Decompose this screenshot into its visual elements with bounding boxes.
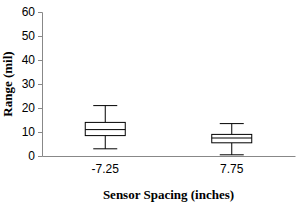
y-tick: 30 [22, 77, 42, 91]
min-cap [220, 154, 244, 155]
y-tick-label: 10 [22, 125, 36, 139]
upper-whisker [105, 106, 106, 123]
box [212, 124, 252, 155]
y-tick: 50 [22, 29, 42, 43]
box-body [212, 134, 252, 142]
y-tick-mark [38, 12, 42, 13]
x-axis-line [43, 156, 296, 157]
y-tick-label: 50 [22, 29, 36, 43]
y-tick-label: 30 [22, 77, 36, 91]
y-tick-mark [38, 60, 42, 61]
y-tick-label: 20 [22, 101, 36, 115]
boxes [85, 106, 252, 155]
x-axis: -7.25 7.75 [43, 156, 296, 176]
x-tick-label: 7.75 [220, 162, 244, 176]
y-tick: 10 [22, 125, 42, 139]
y-tick-mark [38, 156, 42, 157]
y-tick-mark [38, 132, 42, 133]
y-axis: 0 10 20 30 40 50 60 [22, 5, 43, 163]
y-tick-mark [38, 36, 42, 37]
y-axis-line [38, 13, 43, 157]
max-cap [220, 123, 244, 124]
upper-whisker [231, 124, 232, 135]
chart-svg: 0 10 20 30 40 50 60 -7.25 7.75 Sensor Spacing (in… [0, 0, 305, 205]
y-tick-mark [38, 108, 42, 109]
y-tick: 60 [22, 5, 42, 19]
y-tick: 20 [22, 101, 42, 115]
y-tick-mark [38, 84, 42, 85]
plot-area: 0 10 20 30 40 50 60 -7.25 7.75 [22, 5, 296, 175]
lower-whisker [231, 143, 232, 155]
chart-container: 0 10 20 30 40 50 60 -7.25 7.75 Sensor Spacing (in… [0, 0, 305, 205]
x-axis-title: Sensor Spacing (inches) [103, 187, 234, 202]
min-cap [93, 148, 117, 149]
x-tick: -7.25 [92, 156, 120, 176]
x-tick-label: -7.25 [92, 162, 120, 176]
y-tick: 0 [28, 149, 42, 163]
max-cap [93, 105, 117, 106]
y-axis-title: Range (mil) [0, 51, 15, 116]
y-tick-label: 0 [28, 149, 35, 163]
y-tick-label: 40 [22, 53, 36, 67]
median-line [212, 138, 252, 139]
x-tick: 7.75 [220, 156, 244, 176]
lower-whisker [105, 136, 106, 149]
box-body [85, 122, 125, 135]
median-line [85, 129, 125, 130]
y-tick: 40 [22, 53, 42, 67]
y-tick-label: 60 [22, 5, 36, 19]
box [85, 106, 125, 149]
